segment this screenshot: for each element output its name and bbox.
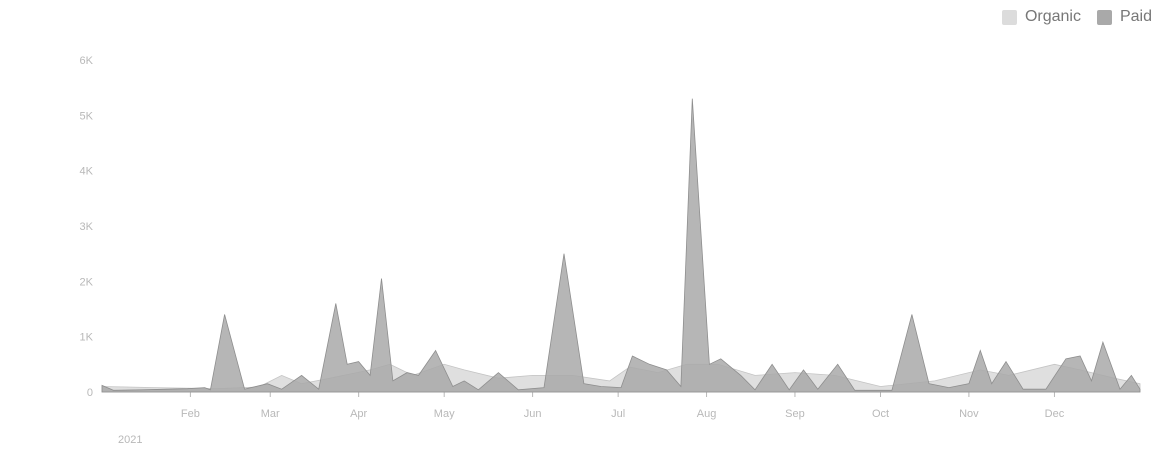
y-tick-label: 3K [80, 221, 94, 233]
x-tick-label: Jul [611, 408, 625, 420]
series-area-paid [101, 98, 1141, 393]
tick-labels: 0 1K 2K 3K 4K 5K 6K Feb Mar Apr May Jun Jul Aug Sep Oct… [80, 55, 1065, 446]
x-tick-label: Nov [959, 408, 979, 420]
x-tick-label: Sep [785, 408, 805, 420]
legend-label-paid: Paid [1119, 8, 1152, 25]
x-year-label: 2021 [118, 434, 142, 446]
x-tick-label: Aug [697, 408, 717, 420]
y-tick-label: 4K [80, 166, 94, 178]
y-tick-label: 6K [80, 55, 94, 67]
legend-label-organic: Organic [1024, 8, 1081, 25]
y-tick-label: 0 [87, 387, 93, 399]
legend: Organic Paid [1001, 8, 1152, 26]
legend-item-organic[interactable]: Organic [1001, 8, 1081, 26]
x-tick-label: Dec [1045, 408, 1065, 420]
y-tick-label: 2K [80, 276, 94, 288]
y-tick-label: 5K [80, 110, 94, 122]
axes [102, 391, 1140, 397]
series-areas [101, 98, 1141, 393]
x-tick-label: Mar [261, 408, 280, 420]
legend-item-paid[interactable]: Paid [1096, 8, 1152, 26]
y-tick-label: 1K [80, 332, 94, 344]
x-tick-label: Jun [524, 408, 542, 420]
organic-swatch [1001, 9, 1017, 25]
x-tick-label: Apr [350, 408, 367, 420]
x-tick-label: Oct [872, 408, 889, 420]
x-tick-label: Feb [181, 408, 200, 420]
paid-swatch [1096, 9, 1112, 25]
x-tick-label: May [434, 408, 455, 420]
